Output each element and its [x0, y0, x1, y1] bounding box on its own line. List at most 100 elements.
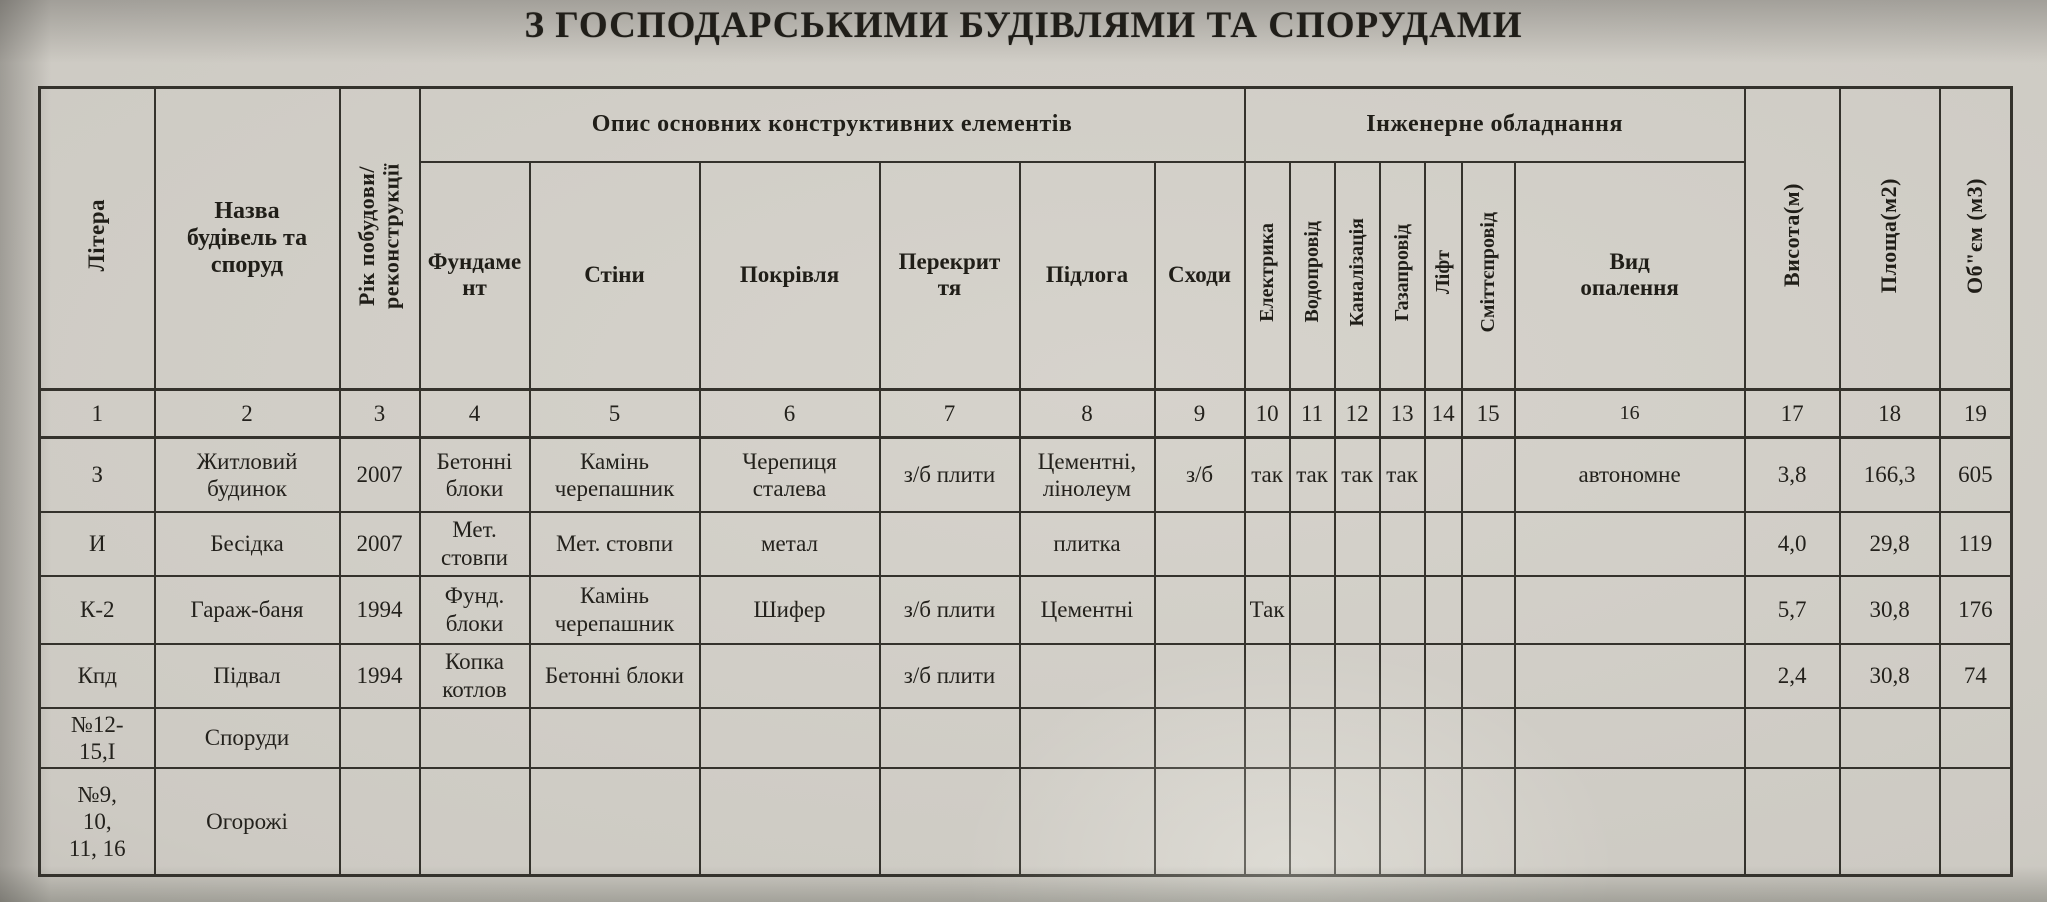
table-row: №9, 10, 11, 16 Огорожі	[38, 766, 2013, 877]
table-cell-col3: 1994	[338, 642, 421, 709]
table-cell-col16	[1513, 766, 1746, 877]
table-cell-col1: К-2	[38, 574, 156, 645]
column-number: 15	[1460, 388, 1516, 439]
column-number: 10	[1243, 388, 1291, 439]
table-cell-col7: з/б плити	[878, 574, 1021, 645]
col-header-area: Площа(м2)	[1838, 86, 1941, 391]
table-cell-col2: Споруди	[153, 706, 341, 769]
table-cell-col14	[1423, 766, 1463, 877]
table-cell-col9	[1153, 706, 1246, 769]
table-cell-col1: З	[38, 436, 156, 513]
table-cell-col10: Так	[1243, 574, 1291, 645]
table-cell-col1: №12- 15,І	[38, 706, 156, 769]
table-body: З Житловий будинок 2007 Бетонні блоки Камінь…	[38, 436, 2013, 877]
table-cell-col6	[698, 706, 881, 769]
table-cell-col17: 3,8	[1743, 436, 1841, 513]
table-cell-col15	[1460, 706, 1516, 769]
col-header-garbage-chute: Сміттєпровід	[1460, 160, 1516, 391]
table-cell-col12	[1333, 766, 1381, 877]
table-row: №12- 15,І Споруди	[38, 706, 2013, 769]
group-header-construction: Опис основних конструктивних елементів	[418, 86, 1246, 163]
col-header-year: Рік побудови/ реконструкції	[338, 86, 421, 391]
table-cell-col11	[1288, 706, 1336, 769]
table-cell-col3: 2007	[338, 510, 421, 577]
column-number: 16	[1513, 388, 1746, 439]
col-header-gas: Газапровід	[1378, 160, 1426, 391]
table-cell-col19: 74	[1938, 642, 2013, 709]
table-cell-col11	[1288, 642, 1336, 709]
table-row: З Житловий будинок 2007 Бетонні блоки Камінь…	[38, 436, 2013, 513]
col-header-name: Назва будівель та споруд	[153, 86, 341, 391]
table-cell-col2: Підвал	[153, 642, 341, 709]
table-cell-col15	[1460, 766, 1516, 877]
table-cell-col12	[1333, 706, 1381, 769]
column-number: 5	[528, 388, 701, 439]
table-cell-col8	[1018, 766, 1156, 877]
table-cell-col9	[1153, 574, 1246, 645]
col-header-volume: Об"єм (м3)	[1938, 86, 2013, 391]
table-cell-col5	[528, 766, 701, 877]
table-cell-col1: №9, 10, 11, 16	[38, 766, 156, 877]
col-header-foundation: Фундамент	[418, 160, 531, 391]
table-cell-col10	[1243, 706, 1291, 769]
table-cell-col14	[1423, 510, 1463, 577]
table-cell-col16	[1513, 574, 1746, 645]
table-cell-col14	[1423, 706, 1463, 769]
column-number: 9	[1153, 388, 1246, 439]
table-row: И Бесідка 2007 Мет. стовпи Мет. стовпи метал п…	[38, 510, 2013, 577]
table-cell-col13	[1378, 642, 1426, 709]
table-cell-col6	[698, 642, 881, 709]
table-cell-col5: Камінь черепашник	[528, 436, 701, 513]
col-header-heating-type: Вид опалення	[1513, 160, 1746, 391]
column-number: 7	[878, 388, 1021, 439]
table-cell-col11	[1288, 766, 1336, 877]
table-cell-col3	[338, 706, 421, 769]
table-cell-col15	[1460, 436, 1516, 513]
table-row: К-2 Гараж-баня 1994 Фунд. блоки Камінь череп…	[38, 574, 2013, 645]
table-cell-col17: 4,0	[1743, 510, 1841, 577]
table-cell-col3	[338, 766, 421, 877]
column-number: 11	[1288, 388, 1336, 439]
column-number: 8	[1018, 388, 1156, 439]
table-cell-col15	[1460, 574, 1516, 645]
table-cell-col12	[1333, 510, 1381, 577]
table-cell-col16	[1513, 510, 1746, 577]
table-cell-col16	[1513, 706, 1746, 769]
table-cell-col7: з/б плити	[878, 642, 1021, 709]
table-cell-col7	[878, 766, 1021, 877]
column-number: 6	[698, 388, 881, 439]
col-header-floor: Підлога	[1018, 160, 1156, 391]
table-cell-col10: так	[1243, 436, 1291, 513]
column-number: 4	[418, 388, 531, 439]
column-number: 17	[1743, 388, 1841, 439]
col-header-ceiling: Перекриття	[878, 160, 1021, 391]
table-cell-col4: Копка котлов	[418, 642, 531, 709]
table-cell-col15	[1460, 642, 1516, 709]
table-cell-col1: Кпд	[38, 642, 156, 709]
table-cell-col19	[1938, 766, 2013, 877]
col-header-stairs: Сходи	[1153, 160, 1246, 391]
table-cell-col8: Цементні, лінолеум	[1018, 436, 1156, 513]
table-cell-col14	[1423, 436, 1463, 513]
table-cell-col4	[418, 766, 531, 877]
table-cell-col1: И	[38, 510, 156, 577]
table-cell-col2: Житловий будинок	[153, 436, 341, 513]
table-cell-col18: 30,8	[1838, 642, 1941, 709]
table-cell-col8	[1018, 642, 1156, 709]
table-cell-col10	[1243, 510, 1291, 577]
table-cell-col4: Мет. стовпи	[418, 510, 531, 577]
table-cell-col8	[1018, 706, 1156, 769]
table-cell-col9	[1153, 766, 1246, 877]
table-cell-col2: Огорожі	[153, 766, 341, 877]
table-cell-col8: плитка	[1018, 510, 1156, 577]
column-number: 3	[338, 388, 421, 439]
column-number-row: 1 2 3 4 5 6 7 8 9 10 11 12 13 14 15 16 17 18 19	[38, 388, 2013, 439]
table-cell-col18: 166,3	[1838, 436, 1941, 513]
table-cell-col5: Мет. стовпи	[528, 510, 701, 577]
table-cell-col9: з/б	[1153, 436, 1246, 513]
table-cell-col11	[1288, 574, 1336, 645]
buildings-inventory-table: Літера Назва будівель та споруд Рік побу…	[38, 86, 2014, 878]
table-cell-col11: так	[1288, 436, 1336, 513]
table-cell-col6: Черепиця сталева	[698, 436, 881, 513]
